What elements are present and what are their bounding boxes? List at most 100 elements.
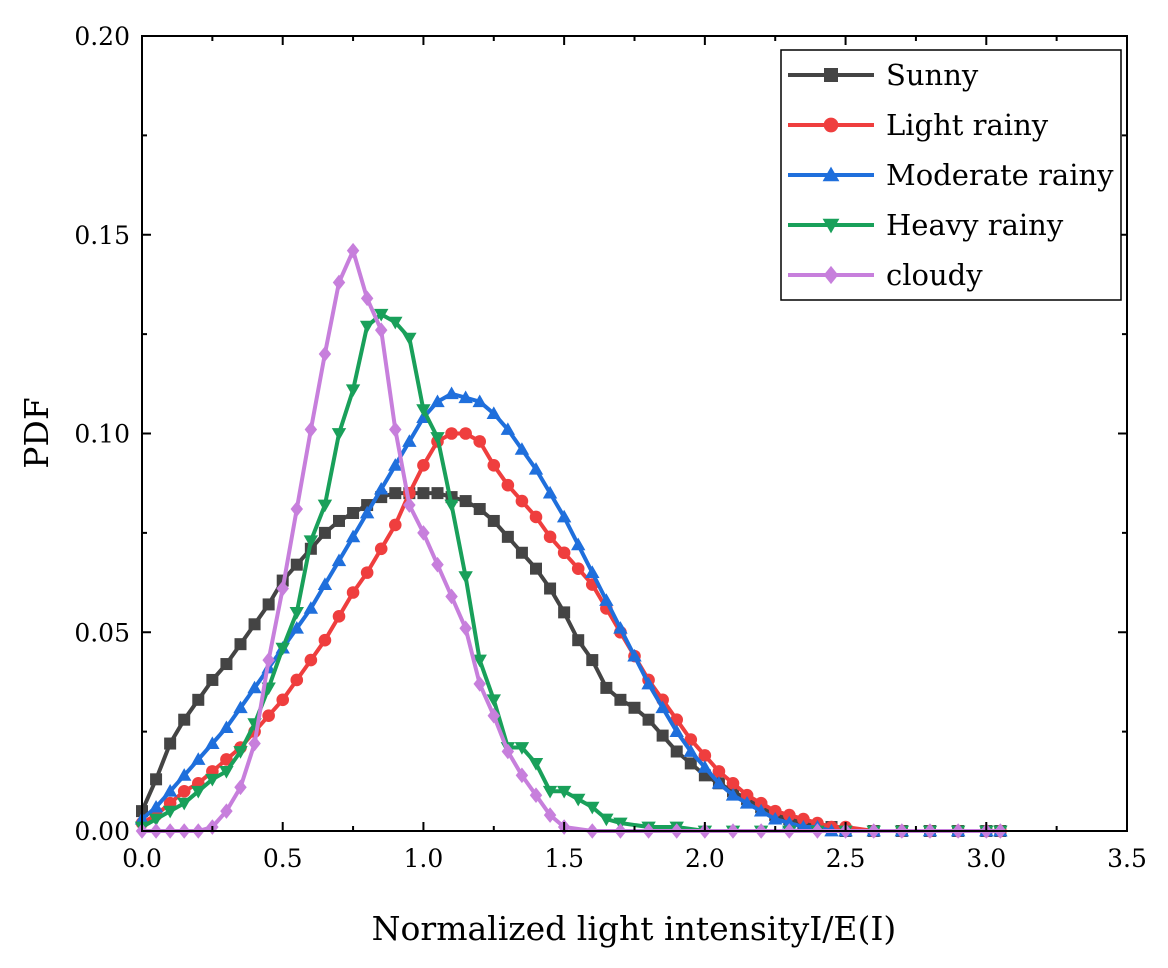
data-point-sunny [220,658,233,671]
data-point-light-rainy [388,518,402,532]
y-tick-label: 0.00 [74,817,130,846]
data-point-heavy-rainy [374,308,389,322]
data-point-sunny [501,530,514,543]
data-point-sunny [318,526,331,539]
data-point-cloudy [543,807,557,823]
data-point-moderate-rainy [388,458,403,471]
data-point-cloudy [304,421,318,438]
data-point-moderate-rainy [739,795,755,809]
data-point-moderate-rainy [458,390,473,404]
data-point-light-rainy [220,753,233,766]
data-point-sunny [530,562,542,575]
series-cloudy [135,242,1007,839]
x-tick-label: 2.0 [685,844,725,873]
data-point-moderate-rainy [711,776,727,789]
data-point-moderate-rainy [725,788,741,801]
data-point-heavy-rainy [289,606,304,620]
data-point-sunny [487,514,500,527]
data-point-light-rainy [487,459,501,472]
data-point-light-rainy [684,733,698,746]
data-point-cloudy [234,779,247,796]
y-tick-label: 0.10 [74,420,130,449]
data-point-moderate-rainy [219,720,234,734]
legend-marker-moderate-rainy [822,166,840,182]
data-point-moderate-rainy [359,505,375,519]
data-point-sunny [670,745,683,758]
data-point-moderate-rainy [472,394,487,408]
data-point-sunny [234,638,247,651]
data-point-light-rainy [304,653,318,667]
data-point-heavy-rainy [331,428,347,441]
data-point-light-rainy [177,784,191,798]
data-point-cloudy [318,346,332,362]
data-point-light-rainy [332,610,346,623]
data-point-light-rainy [374,542,388,556]
data-point-sunny [333,514,345,527]
data-point-cloudy [459,620,472,637]
data-point-heavy-rainy [402,332,417,346]
data-point-cloudy [290,501,304,517]
data-point-cloudy [487,707,501,724]
data-point-light-rainy [698,749,712,762]
data-point-moderate-rainy [697,760,713,773]
data-point-sunny [642,713,655,726]
data-point-heavy-rainy [556,785,572,799]
data-point-heavy-rainy [275,642,290,656]
x-tick-label: 0.0 [122,844,162,873]
data-point-heavy-rainy [219,765,234,779]
data-point-sunny [558,606,571,619]
data-point-sunny [178,713,191,726]
data-point-sunny [290,558,303,571]
data-point-cloudy [445,588,458,605]
data-point-heavy-rainy [416,404,431,417]
data-point-cloudy [248,735,261,752]
ticks-layer: 0.0 0.5 1.0 1.5 2.0 2.5 3.0 3.5 0.00 0.05 0.10 0.15… [74,22,1147,873]
data-point-heavy-rainy [303,535,319,549]
data-point-cloudy [360,290,374,307]
data-point-moderate-rainy [627,648,642,662]
data-point-heavy-rainy [486,694,501,708]
data-point-sunny [248,618,261,631]
data-point-moderate-rainy [528,462,544,475]
data-point-cloudy [220,803,233,819]
x-tick-label: 1.5 [544,844,584,873]
data-point-light-rainy [782,808,796,822]
data-point-cloudy [431,556,444,573]
data-point-sunny [459,495,472,508]
data-point-moderate-rainy [669,724,684,738]
series-light-rainy [135,427,1007,838]
data-point-heavy-rainy [388,316,403,330]
data-point-light-rainy [754,796,768,810]
data-point-light-rainy [712,765,726,778]
data-point-sunny [515,546,528,559]
legend-label-light-rainy: Light rainy [886,108,1049,142]
data-point-sunny [600,681,613,694]
data-point-sunny [150,773,163,786]
y-tick-label: 0.20 [74,22,130,51]
data-point-moderate-rainy [317,577,333,590]
data-point-moderate-rainy [585,565,600,579]
data-point-light-rainy [346,586,360,599]
series-line-cloudy [142,248,1001,833]
data-point-light-rainy [515,494,529,508]
data-point-moderate-rainy [177,768,192,781]
data-point-light-rainy [473,435,487,448]
data-point-cloudy [346,242,360,259]
data-point-sunny [164,737,177,750]
data-point-moderate-rainy [782,815,797,829]
data-point-light-rainy [571,562,585,575]
series-heavy-rainy [134,308,1008,839]
data-point-cloudy [332,274,346,291]
data-point-sunny [614,693,627,706]
data-point-cloudy [417,525,430,541]
data-point-heavy-rainy [191,785,206,799]
data-point-light-rainy [290,673,304,687]
data-point-heavy-rainy [345,384,361,397]
data-point-moderate-rainy [571,537,586,551]
data-point-cloudy [529,787,543,804]
data-point-light-rainy [529,510,543,524]
data-point-heavy-rainy [205,773,220,787]
data-point-cloudy [473,676,486,692]
data-point-sunny [417,487,430,500]
data-point-heavy-rainy [599,813,614,827]
